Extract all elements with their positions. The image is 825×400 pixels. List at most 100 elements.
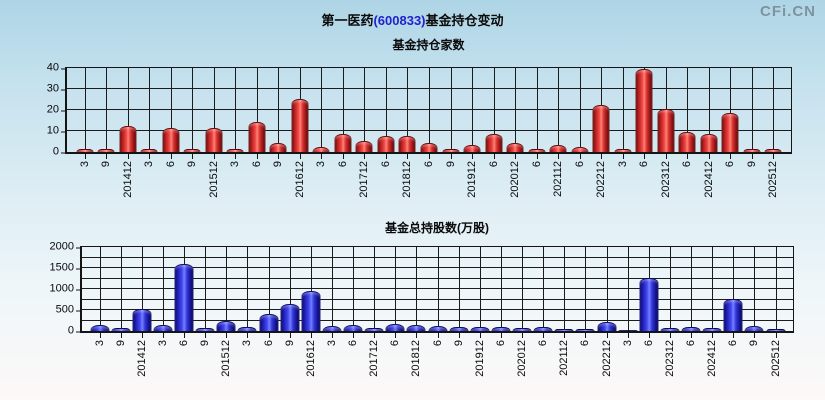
y-axis-label: 2000 [49,240,82,253]
bar-6 [248,121,266,152]
category-slot: 6 [681,247,702,346]
v-gridline [687,68,689,152]
x-axis-tick [256,154,258,159]
x-axis-tick [127,154,129,159]
y-axis-label: 1000 [49,282,82,295]
bar-3 [76,148,94,152]
bar-201612 [291,98,309,152]
v-gridline [775,247,777,331]
x-axis-tick [84,154,86,159]
v-gridline [416,247,418,331]
category-slot: 6 [258,247,279,346]
x-axis-tick [585,333,587,338]
v-gridline [754,247,756,331]
bar-202412 [702,328,722,331]
x-axis-tick [733,333,735,338]
stock-code: (600833) [373,13,426,28]
bar-201512 [205,127,223,152]
v-gridline [751,68,753,152]
y-axis-label: 500 [55,303,82,316]
category-slot: 6 [526,68,548,167]
top-chart-title: 基金持仓家数 [392,38,465,52]
category-slot: 6 [676,68,698,167]
v-gridline [606,247,608,331]
bar-202312 [660,327,680,331]
bar-202512 [766,329,786,331]
x-axis-tick [310,333,312,338]
top-chart-bars: 3 9 201412 3 6 9 201512 3 6 9 201612 3 6 201712 6 20181… [67,68,791,198]
x-axis-tick [106,154,108,159]
x-axis-tick [226,333,228,338]
bar-202512 [764,148,782,152]
h-gridline [82,267,793,268]
category-slot: 6 [246,68,268,167]
v-gridline [536,68,538,152]
v-gridline [192,68,194,152]
x-axis-tick [120,333,122,338]
x-axis-tick [522,333,524,338]
category-slot: 201412 [131,247,152,377]
x-axis-tick [450,154,452,159]
x-axis-tick [606,333,608,338]
v-gridline [472,68,474,152]
bar-201712 [355,140,373,152]
bar-3 [614,148,632,152]
category-slot: 9 [279,247,300,346]
h-gridline [82,256,793,258]
v-gridline [364,68,366,152]
v-gridline [579,68,581,152]
category-slot: 3 [321,247,342,346]
bar-6 [635,69,653,152]
category-slot: 202512 [765,247,786,377]
category-slot: 9 [268,68,290,167]
x-axis-tick [149,154,151,159]
h-gridline [82,288,793,289]
x-axis-tick [665,154,667,159]
v-gridline [205,247,207,331]
bar-9 [195,328,215,331]
bar-201512 [216,321,236,331]
category-slot: 6 [638,247,659,346]
x-axis-tick [472,154,474,159]
v-gridline [385,68,387,152]
v-gridline [395,247,397,331]
bar-6 [377,136,395,152]
v-gridline [170,68,172,152]
x-axis-tick [493,154,495,159]
stock-name: 第一医药 [321,13,374,28]
category-slot: 6 [332,68,354,167]
x-axis-tick [364,154,366,159]
category-slot: 6 [719,68,741,167]
v-gridline [522,247,524,331]
h-gridline [82,319,793,321]
category-slot: 201612 [289,68,311,198]
category-slot: 3 [152,247,173,346]
x-axis-tick [730,154,732,159]
category-slot: 202112 [554,247,575,376]
x-axis-tick [205,333,207,338]
x-axis-tick [268,333,270,338]
bar-6 [343,324,363,331]
v-gridline [407,68,409,152]
v-gridline [708,68,710,152]
v-gridline [106,68,108,152]
x-axis-tick [751,154,753,159]
category-slot: 6 [483,68,505,167]
h-gridline [82,277,793,279]
bar-6 [174,264,194,331]
category-slot: 9 [448,247,469,346]
bar-6 [721,113,739,152]
category-slot: 6 [385,247,406,346]
category-slot: 201912 [461,68,483,198]
category-slot: 201512 [216,247,237,377]
total-shares-held-plot: 3 9 201412 3 6 9 201512 3 6 9 201612 3 6 201712 6 20181… [50,241,794,377]
x-axis-tick [775,333,777,338]
bar-3 [226,148,244,152]
x-axis-tick [536,154,538,159]
bar-6 [420,142,438,152]
bar-201712 [364,328,384,331]
v-gridline [256,68,258,152]
v-gridline [564,247,566,331]
bar-202212 [592,104,610,152]
